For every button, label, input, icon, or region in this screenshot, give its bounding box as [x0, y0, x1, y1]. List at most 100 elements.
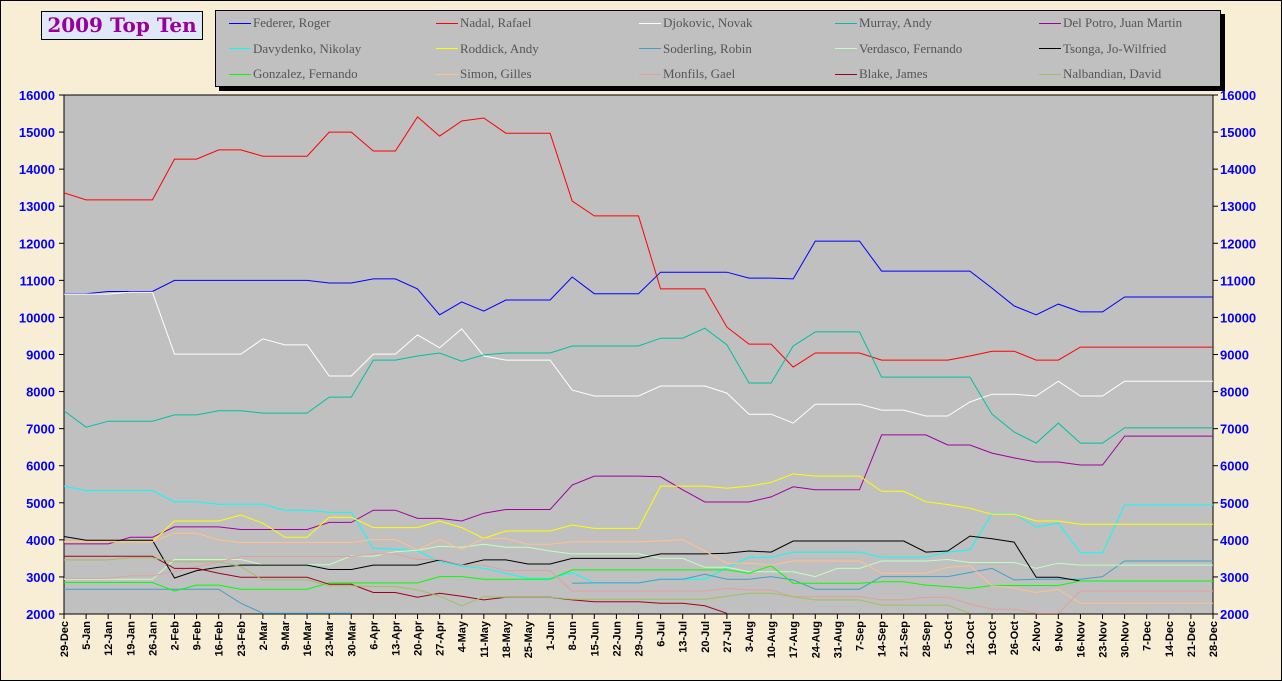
- legend-label: Blake, James: [859, 66, 928, 81]
- legend-label: Djokovic, Novak: [663, 15, 753, 30]
- x-tick-label: 13-Apr: [390, 620, 402, 656]
- y-tick-label-left: 13000: [19, 199, 55, 214]
- legend-item: Davydenko, Nikolay: [229, 41, 361, 57]
- y-tick-label-right: 4000: [1220, 533, 1249, 548]
- legend-item: Roddick, Andy: [436, 41, 539, 57]
- x-tick-label: 13-Jul: [678, 621, 690, 653]
- x-tick-label: 22-Jun: [611, 621, 623, 657]
- series-line-monfils: [64, 553, 1213, 614]
- y-tick-label-left: 6000: [26, 459, 55, 474]
- series-line-djokovic: [64, 291, 1213, 424]
- legend-swatch: [229, 48, 251, 49]
- x-tick-label: 19-Jan: [125, 621, 137, 656]
- x-tick-label: 9-Mar: [280, 620, 292, 650]
- x-tick-label: 21-Sep: [899, 621, 911, 657]
- x-tick-label: 28-Dec: [1208, 621, 1220, 657]
- legend-item: Verdasco, Fernando: [835, 41, 962, 57]
- legend-swatch: [639, 48, 661, 49]
- legend-label: Del Potro, Juan Martin: [1063, 15, 1183, 30]
- x-tick-label: 12-Oct: [965, 621, 977, 656]
- x-tick-label: 19-Oct: [987, 621, 999, 656]
- legend-swatch: [835, 73, 857, 75]
- y-tick-label-right: 5000: [1220, 496, 1249, 511]
- x-tick-label: 21-Dec: [1186, 621, 1198, 657]
- legend-item: Gonzalez, Fernando: [229, 66, 358, 82]
- legend-swatch: [436, 22, 458, 24]
- x-tick-label: 16-Feb: [214, 621, 226, 657]
- series-line-verdasco: [64, 543, 1213, 580]
- x-tick-label: 30-Nov: [1120, 620, 1132, 658]
- x-tick-label: 30-Mar: [346, 620, 358, 656]
- y-tick-label-left: 15000: [19, 125, 55, 140]
- series-line-simon: [64, 532, 1213, 604]
- x-tick-label: 5-Oct: [943, 621, 955, 649]
- x-tick-label: 15-Jun: [589, 621, 601, 657]
- y-tick-label-right: 3000: [1220, 570, 1249, 585]
- x-tick-label: 29-Dec: [59, 621, 71, 657]
- series-line-nadal: [64, 116, 1213, 368]
- y-tick-label-left: 8000: [26, 385, 55, 400]
- x-tick-label: 31-Aug: [832, 621, 844, 658]
- legend-swatch: [1039, 22, 1061, 24]
- x-tick-label: 27-Jul: [722, 621, 734, 653]
- legend-label: Nadal, Rafael: [460, 15, 532, 30]
- legend-item: Nalbandian, David: [1039, 66, 1161, 82]
- legend-swatch: [229, 22, 251, 24]
- x-tick-label: 16-Nov: [1075, 620, 1087, 658]
- legend-swatch: [436, 73, 458, 75]
- x-tick-label: 6-Apr: [368, 620, 380, 649]
- x-tick-label: 14-Dec: [1164, 621, 1176, 657]
- legend-item: Blake, James: [835, 66, 928, 82]
- x-tick-label: 5-Jan: [81, 621, 93, 650]
- x-tick-label: 27-Apr: [435, 620, 447, 656]
- legend-swatch: [835, 48, 857, 49]
- y-tick-label-right: 13000: [1220, 199, 1256, 214]
- legend-swatch: [1039, 73, 1061, 75]
- legend-swatch: [1039, 48, 1061, 49]
- x-tick-label: 6-Jul: [656, 621, 668, 647]
- legend-label: Davydenko, Nikolay: [253, 40, 362, 56]
- series-line-blake: [64, 555, 728, 614]
- series-line-soderling: [64, 560, 1213, 614]
- x-tick-label: 16-Mar: [302, 620, 314, 656]
- x-tick-label: 7-Sep: [854, 621, 866, 651]
- x-tick-label: 29-Jun: [634, 621, 646, 657]
- y-tick-label-right: 15000: [1220, 125, 1256, 140]
- x-tick-label: 17-Aug: [788, 621, 800, 658]
- legend-item: Monfils, Gael: [639, 66, 735, 82]
- y-tick-label-right: 11000: [1220, 273, 1255, 288]
- series-line-tsonga: [64, 535, 1081, 582]
- legend-item: Tsonga, Jo-Wilfried: [1039, 41, 1166, 57]
- x-tick-label: 23-Feb: [236, 621, 248, 657]
- y-tick-label-right: 12000: [1220, 236, 1256, 251]
- x-tick-label: 18-May: [501, 620, 513, 658]
- legend-swatch: [639, 22, 661, 24]
- legend-label: Roddick, Andy: [460, 40, 539, 56]
- x-tick-label: 14-Sep: [877, 621, 889, 657]
- legend: Federer, Roger Nadal, Rafael Djokovic, Nov…: [215, 10, 1221, 87]
- x-tick-label: 2-Mar: [258, 620, 270, 650]
- x-tick-label: 11-May: [479, 620, 491, 658]
- legend-item: Soderling, Robin: [639, 41, 752, 57]
- legend-label: Monfils, Gael: [663, 66, 736, 81]
- legend-label: Simon, Gilles: [460, 66, 532, 81]
- x-tick-label: 10-Aug: [766, 621, 778, 658]
- x-tick-label: 9-Feb: [192, 621, 204, 651]
- legend-item: Murray, Andy: [835, 15, 932, 31]
- legend-label: Gonzalez, Fernando: [253, 66, 358, 81]
- y-tick-label-right: 7000: [1220, 422, 1249, 437]
- y-tick-label-left: 3000: [26, 570, 55, 585]
- y-tick-label-right: 9000: [1220, 348, 1249, 363]
- legend-label: Verdasco, Fernando: [859, 40, 963, 56]
- legend-swatch: [639, 73, 661, 75]
- y-tick-label-left: 4000: [26, 533, 55, 548]
- y-tick-label-left: 16000: [19, 88, 55, 103]
- x-tick-label: 4-May: [457, 620, 469, 652]
- x-tick-label: 8-Jun: [567, 621, 579, 651]
- legend-label: Tsonga, Jo-Wilfried: [1063, 40, 1167, 56]
- legend-swatch: [436, 48, 458, 49]
- series-line-gonzalez: [64, 565, 1213, 592]
- x-tick-label: 25-May: [523, 620, 535, 658]
- chart-title: 2009 Top Ten: [41, 11, 203, 40]
